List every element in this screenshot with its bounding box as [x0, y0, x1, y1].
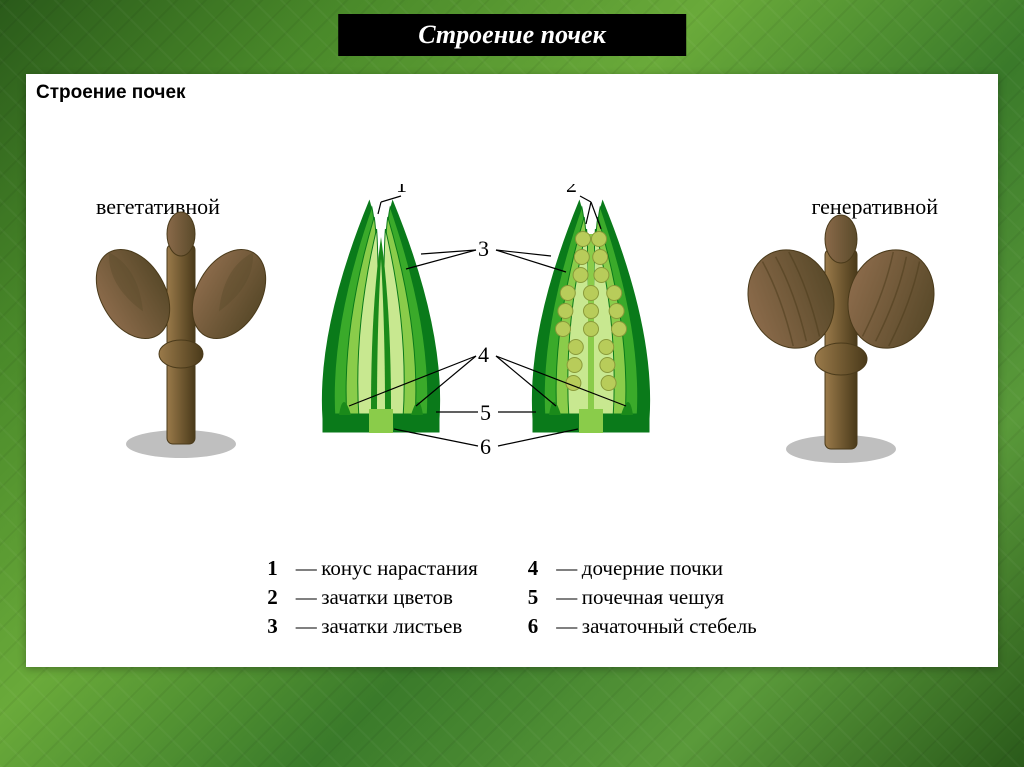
svg-text:5: 5: [480, 400, 491, 425]
diagram-stage: 1 2 3 4 5 6: [26, 184, 998, 484]
legend-col-2: 4—дочерние почки 5—почечная чешуя 6—зача…: [528, 556, 757, 639]
main-panel: Строение почек вегетативной генеративной…: [26, 74, 998, 667]
panel-title: Строение почек: [36, 82, 186, 104]
legend-num: 2: [267, 585, 291, 610]
legend-text: дочерние почки: [582, 556, 723, 581]
legend-num: 3: [267, 614, 291, 639]
legend-text: зачатки листьев: [321, 614, 462, 639]
legend-row: 2—зачатки цветов: [267, 585, 478, 610]
legend-col-1: 1—конус нарастания 2—зачатки цветов 3—за…: [267, 556, 478, 639]
legend-num: 1: [267, 556, 291, 581]
legend-row: 3—зачатки листьев: [267, 614, 478, 639]
legend-text: зачаточный стебель: [582, 614, 757, 639]
legend-row: 5—почечная чешуя: [528, 585, 757, 610]
svg-text:6: 6: [480, 434, 491, 459]
legend-text: конус нарастания: [321, 556, 478, 581]
legend-num: 6: [528, 614, 552, 639]
legend-num: 4: [528, 556, 552, 581]
legend-dash: —: [552, 585, 582, 610]
svg-text:4: 4: [478, 342, 489, 367]
legend-text: зачатки цветов: [321, 585, 453, 610]
legend-dash: —: [552, 614, 582, 639]
diagram-svg: 1 2 3 4 5 6: [26, 184, 996, 494]
svg-text:2: 2: [566, 184, 577, 197]
title-bar: Строение почек: [338, 14, 686, 56]
legend-row: 1—конус нарастания: [267, 556, 478, 581]
legend-num: 5: [528, 585, 552, 610]
title-text: Строение почек: [418, 20, 606, 49]
legend-dash: —: [552, 556, 582, 581]
legend-dash: —: [291, 614, 321, 639]
legend-dash: —: [291, 585, 321, 610]
legend-dash: —: [291, 556, 321, 581]
legend-text: почечная чешуя: [582, 585, 724, 610]
svg-text:1: 1: [396, 184, 407, 197]
svg-text:3: 3: [478, 236, 489, 261]
legend: 1—конус нарастания 2—зачатки цветов 3—за…: [26, 556, 998, 639]
legend-row: 4—дочерние почки: [528, 556, 757, 581]
legend-row: 6—зачаточный стебель: [528, 614, 757, 639]
